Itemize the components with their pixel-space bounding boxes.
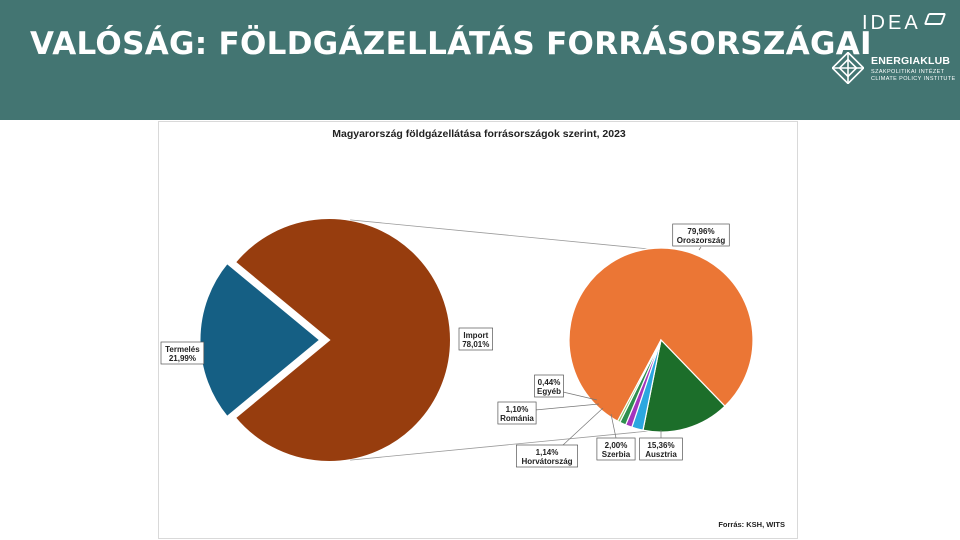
label-horvatorszag-text: 1,14%	[536, 448, 559, 457]
slide-title: VALÓSÁG: FÖLDGÁZELLÁTÁS FORRÁSORSZÁGAI	[30, 26, 872, 62]
label-horvatorszag-box	[516, 444, 578, 468]
label-termeles-text: Termelés	[165, 345, 200, 354]
energiaklub-emblem-icon	[832, 52, 864, 84]
label-oroszorszag-text: 79,96%	[687, 227, 714, 236]
slice-termeles	[197, 260, 324, 420]
label-romania-value: Románia	[500, 414, 534, 423]
label-egyeb-leader	[562, 391, 598, 401]
chart-frame: Magyarország földgázellátása forrásorszá…	[158, 121, 798, 539]
idea-logo-mark-icon	[923, 13, 947, 25]
slice-egyeb	[616, 339, 662, 424]
label-import-box	[458, 327, 493, 351]
slice-ausztria	[642, 338, 726, 433]
breakdown-pie	[568, 247, 754, 433]
label-termeles-box	[160, 341, 205, 365]
label-import-value: 78,01%	[462, 340, 489, 349]
energiaklub-name: ENERGIAKLUB	[871, 55, 951, 67]
connector-line-top	[350, 219, 649, 250]
main-pie	[197, 217, 649, 463]
label-szerbia-box	[596, 437, 636, 461]
idea-logo: IDEA	[862, 12, 921, 34]
chart-source: Forrás: KSH, WITS	[718, 520, 785, 529]
chart-title: Magyarország földgázellátása forrásorszá…	[332, 128, 626, 140]
label-egyeb-text: 0,44%	[538, 378, 561, 387]
label-szerbia-value: Szerbia	[602, 450, 631, 459]
label-romania-box	[497, 401, 537, 425]
label-oroszorszag-box	[672, 223, 730, 247]
label-ausztria-text: 15,36%	[647, 441, 674, 450]
label-romania-text: 1,10%	[506, 405, 529, 414]
label-horvatorszag-value: Horvátország	[521, 457, 572, 466]
energiaklub-subtitle-en: CLIMATE POLICY INSTITUTE	[871, 76, 956, 82]
label-szerbia-text: 2,00%	[605, 441, 628, 450]
slice-oroszorszag	[568, 247, 754, 422]
slide-header: VALÓSÁG: FÖLDGÁZELLÁTÁS FORRÁSORSZÁGAI I…	[0, 0, 960, 120]
energiaklub-subtitle: SZAKPOLITIKAI INTÉZET	[871, 69, 945, 75]
label-egyeb-value: Egyéb	[537, 387, 561, 396]
label-horvatorszag-leader	[562, 407, 604, 446]
label-import-text: Import	[463, 331, 488, 340]
label-oroszorszag-leader	[698, 246, 702, 251]
label-termeles-value: 21,99%	[169, 354, 196, 363]
slice-import	[233, 217, 452, 463]
label-egyeb-box	[534, 374, 564, 398]
label-romania-leader	[534, 403, 600, 411]
pie-of-pie-chart: Magyarország földgázellátása forrásorszá…	[160, 128, 785, 529]
label-ausztria-value: Ausztria	[645, 450, 677, 459]
label-szerbia-leader	[610, 413, 617, 439]
label-oroszorszag-value: Oroszország	[677, 236, 726, 245]
connector-line-bottom	[350, 430, 649, 461]
label-ausztria-box	[639, 437, 683, 461]
